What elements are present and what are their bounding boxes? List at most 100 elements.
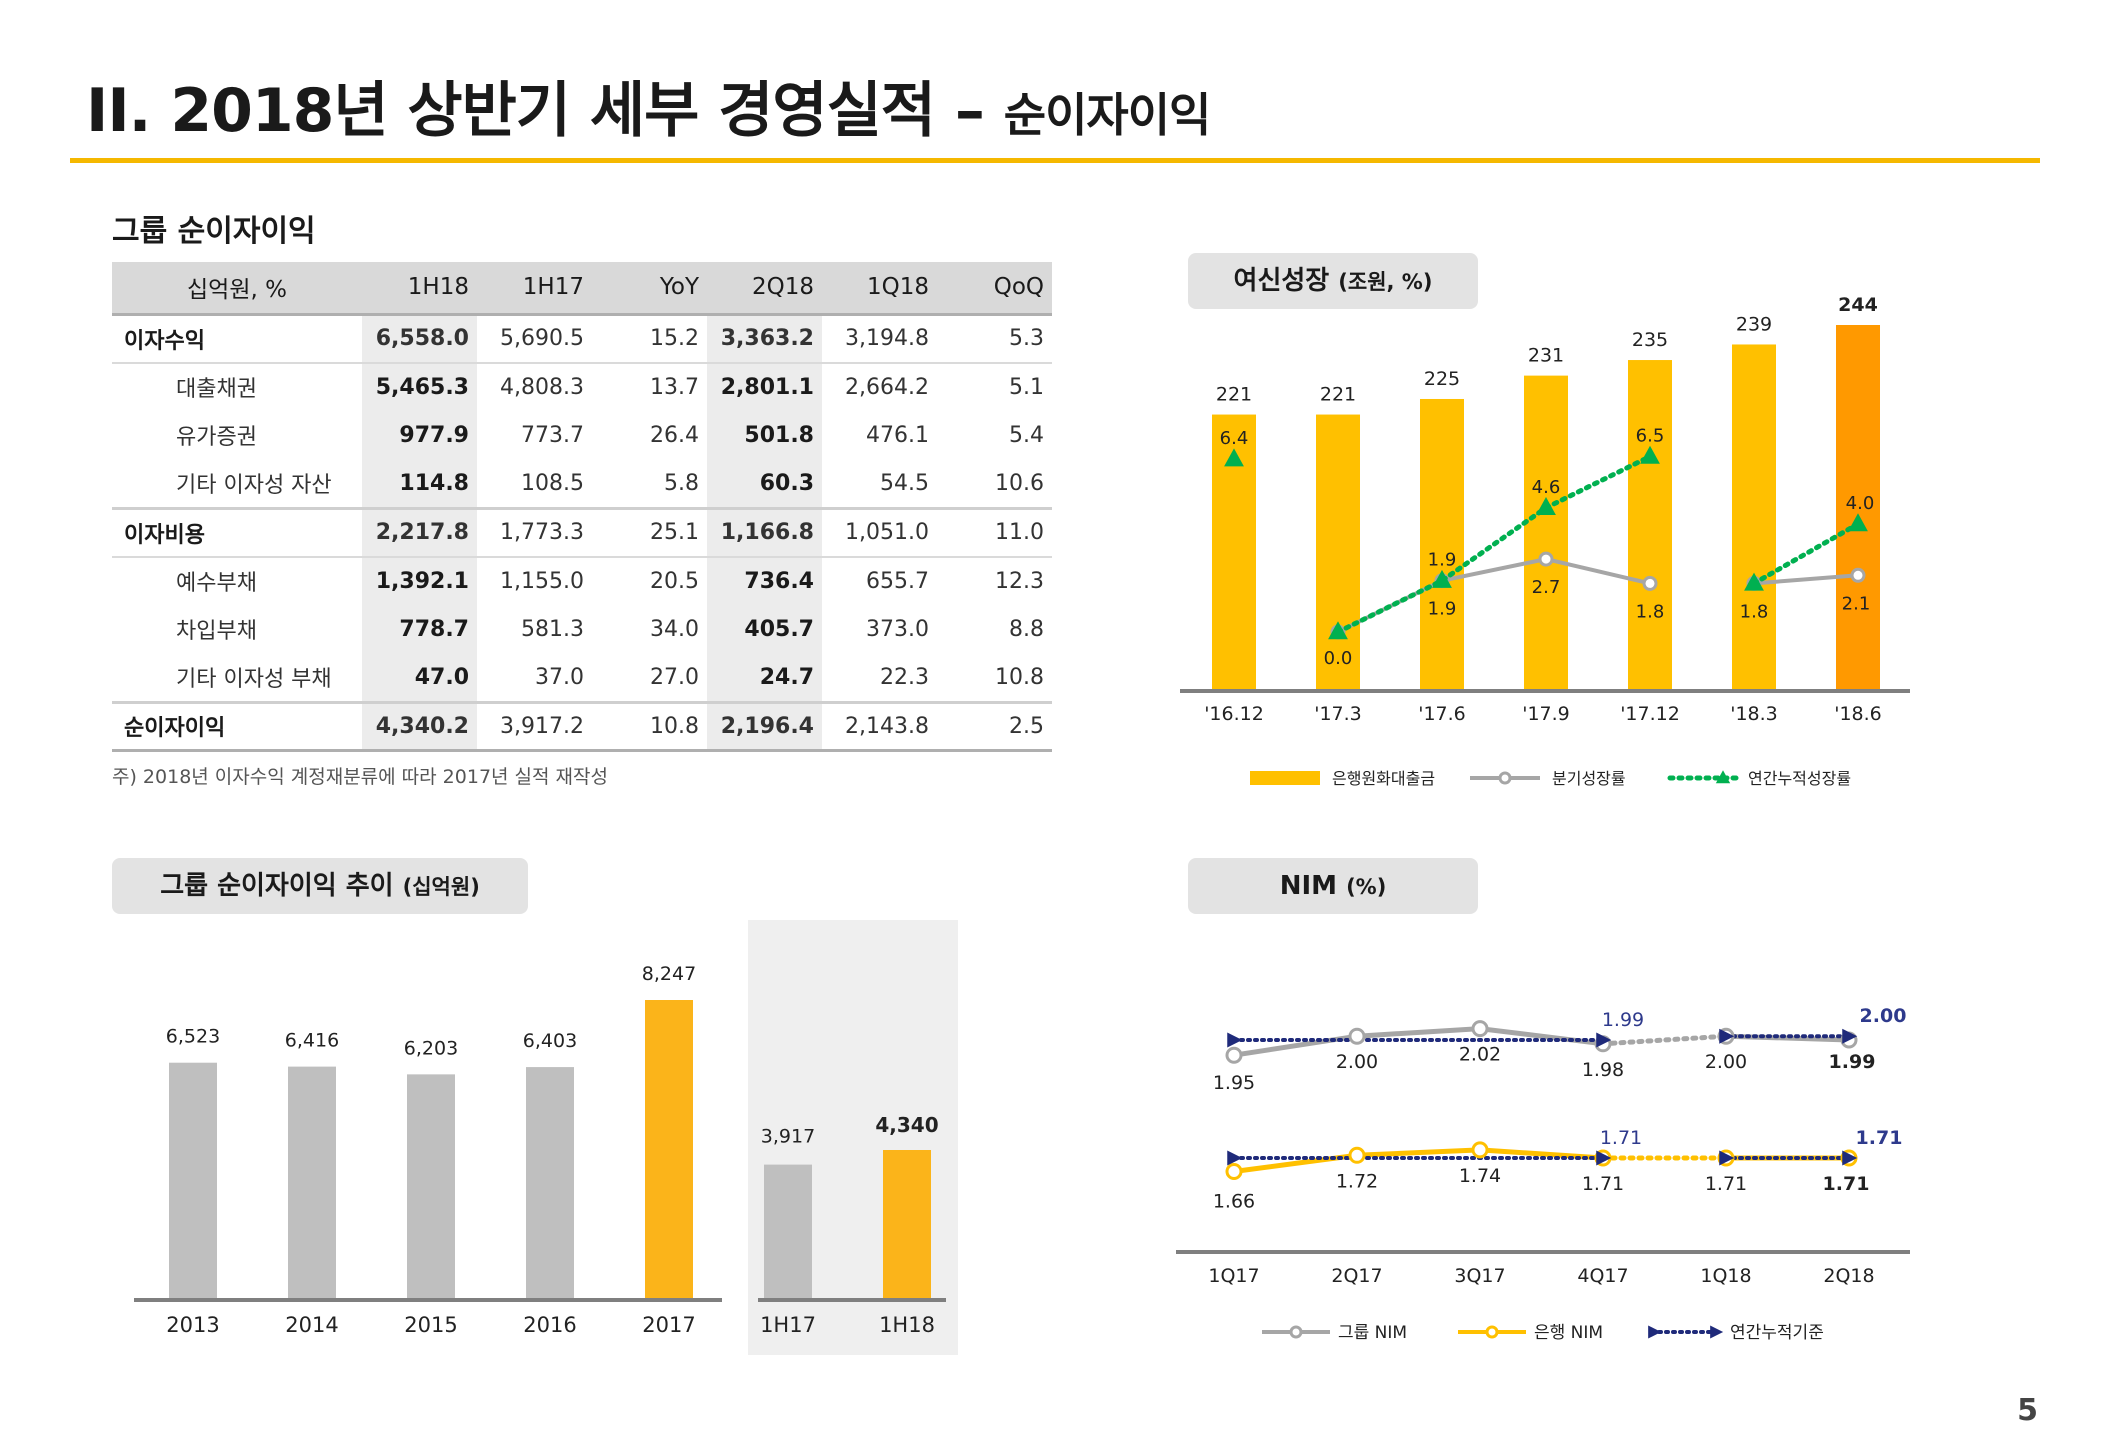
bank-nim-point [1348, 1146, 1366, 1164]
nii-trend-pill: 그룹 순이자이익 추이 (십억원) [112, 858, 528, 914]
group-nim-line [1233, 1026, 1604, 1058]
group-nim-point [1471, 1020, 1489, 1038]
nii-half-bar [764, 1164, 812, 1300]
table-cell: 10.8 [995, 664, 1044, 690]
legend-swatch-marker [1648, 1325, 1662, 1339]
row-label: 유가증권 [176, 425, 257, 451]
quarterly-growth-line [1337, 557, 1651, 634]
table-cell: 3,194.8 [822, 312, 937, 363]
bank-nim-label: 1.71 [1705, 1173, 1747, 1195]
legend-swatch-marker [1710, 1325, 1724, 1339]
table-cell: 1,051.0 [822, 506, 937, 557]
table-cell: 1,773.3 [477, 506, 592, 557]
group-nim-label: 2.00 [1336, 1051, 1378, 1073]
table-cell: 22.3 [880, 664, 929, 690]
table-cell: 655.7 [822, 555, 937, 605]
table-row: 기타 이자성 부채 47.0 37.0 27.0 24.7 22.3 10.8 [112, 653, 1052, 702]
cumulative-growth-label: 6.4 [1220, 428, 1249, 449]
nii-bar [169, 1062, 217, 1300]
table-cell: 10.8 [592, 700, 707, 752]
loan-growth-pill-title: 여신성장 [1233, 266, 1330, 296]
table-cell: 15.2 [592, 312, 707, 363]
nii-x-tick: 2016 [523, 1313, 576, 1337]
nii-bar-label: 6,403 [523, 1030, 577, 1052]
group-nim-line [1600, 1033, 1729, 1047]
table-row: 유가증권 977.9 773.7 26.4 501.8 476.1 5.4 [112, 411, 1052, 460]
nim-x-tick: 2Q18 [1823, 1265, 1874, 1287]
cumulative-growth-point [1328, 621, 1348, 640]
table-cell: 3,917.2 [477, 700, 592, 752]
loan-x-tick: '18.6 [1834, 703, 1882, 725]
loan-bar-label: 231 [1528, 345, 1564, 367]
cumulative-growth-label: 4.6 [1532, 477, 1561, 498]
table-cell: 4,340.2 [362, 700, 477, 752]
table-cell: 4,808.3 [477, 361, 592, 411]
table-cell: 3,363.2 [707, 312, 822, 363]
bank-cumulative-label: 1.71 [1600, 1127, 1642, 1149]
table-cell: 581.3 [521, 616, 584, 642]
cumulative-growth-point [1744, 572, 1764, 591]
quarterly-growth-line [1753, 573, 1859, 586]
nii-bar [526, 1067, 574, 1300]
loan-x-tick: '17.12 [1620, 703, 1680, 725]
bank-cumulative-point [1842, 1150, 1858, 1166]
loan-x-tick: '17.6 [1418, 703, 1466, 725]
table-cell: 5,690.5 [477, 312, 592, 363]
loan-growth-pill: 여신성장 (조원, %) [1188, 253, 1478, 309]
table-cell: 108.5 [521, 470, 584, 496]
loan-growth-chart: 221 221 225 231 235 239 244 '16.12 '17.3 '17.6 '17… [1180, 295, 1910, 788]
table-cell: 5.8 [664, 470, 699, 496]
cumulative-growth-line [1335, 454, 1653, 635]
table-cell: 34.0 [650, 616, 699, 642]
group-nim-point [1225, 1046, 1243, 1064]
table-cell: 2,801.1 [707, 361, 822, 411]
nii-bar [407, 1074, 455, 1300]
loan-x-tick: '17.3 [1314, 703, 1362, 725]
table-cell: 2,217.8 [362, 506, 477, 557]
bank-nim-label: 1.71 [1823, 1173, 1870, 1195]
table-cell: 11.0 [937, 506, 1052, 557]
bank-nim-point [1225, 1163, 1243, 1180]
quarterly-growth-point [1850, 567, 1866, 583]
legend-label: 은행원화대출금 [1332, 769, 1435, 788]
nim-x-tick: 2Q17 [1331, 1265, 1382, 1287]
table-cell: 1,166.8 [707, 506, 822, 557]
quarterly-growth-label: 1.9 [1428, 599, 1457, 620]
cumulative-growth-point [1848, 513, 1868, 532]
column-header: 2Q18 [707, 262, 822, 314]
group-cumulative-point [1596, 1032, 1612, 1048]
group-cumulative-label: 2.00 [1860, 1005, 1907, 1027]
group-nim-label: 1.99 [1829, 1051, 1876, 1073]
legend-swatch-marker [1289, 1325, 1303, 1339]
cumulative-growth-point [1432, 569, 1452, 588]
quarterly-growth-point [1538, 551, 1554, 567]
bank-nim-label: 1.71 [1582, 1173, 1624, 1195]
quarterly-growth-label: 2.1 [1842, 593, 1871, 614]
nim-x-tick: 1Q18 [1700, 1265, 1751, 1287]
nii-half-bar-label: 4,340 [875, 1113, 938, 1137]
cumulative-growth-label: 1.9 [1428, 550, 1457, 571]
quarterly-growth-label: 2.7 [1532, 577, 1561, 598]
column-header: YoY [592, 262, 707, 314]
nim-x-tick: 3Q17 [1454, 1265, 1505, 1287]
table-cell: 405.7 [707, 605, 822, 654]
table-cell: 13.7 [592, 361, 707, 411]
nim-pill: NIM (%) [1188, 858, 1478, 914]
loan-growth-pill-unit: (조원, %) [1338, 270, 1433, 294]
bank-cumulative-point [1227, 1150, 1243, 1166]
table-cell: 373.0 [866, 616, 929, 642]
group-cumulative-label: 1.99 [1602, 1009, 1644, 1031]
bank-cumulative-point [1719, 1150, 1735, 1166]
row-label: 차입부채 [176, 619, 257, 645]
cumulative-growth-label: 4.0 [1846, 493, 1875, 514]
row-label: 이자수익 [112, 312, 362, 363]
row-label: 이자비용 [112, 506, 362, 557]
loan-x-tick: '16.12 [1204, 703, 1264, 725]
page-number: 5 [2017, 1393, 2038, 1428]
row-label: 대출채권 [112, 361, 362, 411]
table-cell: 24.7 [707, 653, 822, 702]
nii-x-tick: 2015 [404, 1313, 457, 1337]
legend-label: 그룹 NIM [1338, 1323, 1407, 1343]
table-cell: 54.5 [880, 470, 929, 496]
loan-x-tick: '17.9 [1522, 703, 1570, 725]
